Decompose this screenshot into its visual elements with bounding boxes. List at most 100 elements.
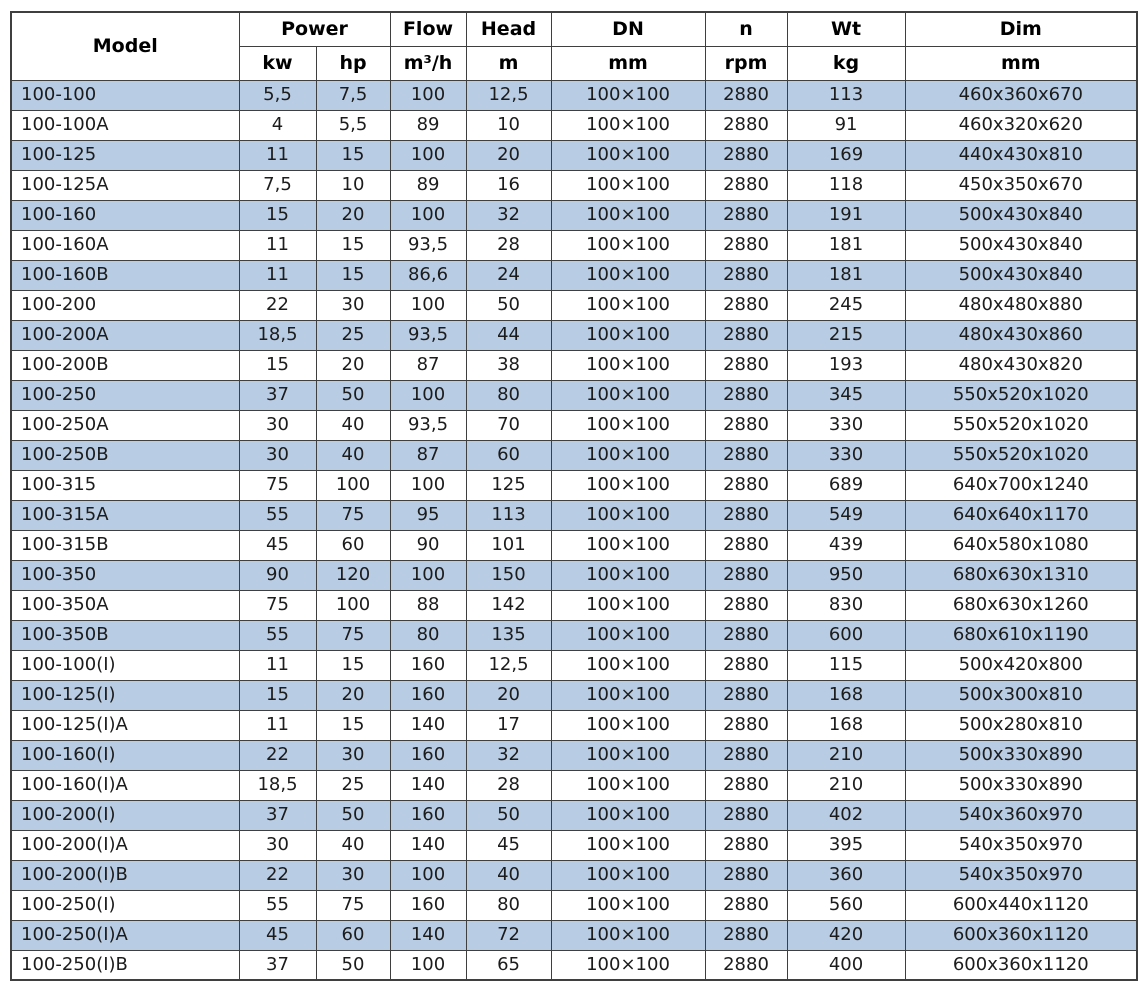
model-cell: 100-350A — [10, 589, 240, 621]
value-cell: 2880 — [704, 799, 788, 831]
spec-row: 100-250 37 50 100 80 100×100 2880 345 550x520x10… — [10, 379, 1138, 411]
value-cell: 600x360x1120 — [904, 919, 1138, 951]
value-cell: 680x630x1260 — [904, 589, 1138, 621]
spec-table-header: Model Power Flow Head DN n Wt Dim kw hp … — [10, 11, 1138, 81]
model-cell: 100-350 — [10, 559, 240, 591]
value-cell: 70 — [465, 409, 552, 441]
value-cell: 5,5 — [315, 109, 391, 141]
value-cell: 30 — [238, 439, 317, 471]
value-cell: 11 — [238, 709, 317, 741]
value-cell: 89 — [389, 109, 467, 141]
value-cell: 2880 — [704, 589, 788, 621]
value-cell: 25 — [315, 319, 391, 351]
value-cell: 93,5 — [389, 229, 467, 261]
value-cell: 2880 — [704, 769, 788, 801]
value-cell: 100×100 — [550, 559, 706, 591]
col-header-dn: DN — [550, 11, 706, 47]
value-cell: 50 — [465, 799, 552, 831]
value-cell: 160 — [389, 799, 467, 831]
value-cell: 7,5 — [315, 79, 391, 111]
col-header-power-hp: hp — [315, 45, 391, 81]
value-cell: 500x330x890 — [904, 739, 1138, 771]
value-cell: 32 — [465, 739, 552, 771]
spec-row: 100-100A 4 5,5 89 10 100×100 2880 91 460x320x620 — [10, 109, 1138, 141]
value-cell: 500x430x840 — [904, 229, 1138, 261]
value-cell: 75 — [315, 499, 391, 531]
spec-row: 100-160(I)A 18,5 25 140 28 100×100 2880 210 500x… — [10, 769, 1138, 801]
value-cell: 100 — [389, 139, 467, 171]
value-cell: 28 — [465, 229, 552, 261]
value-cell: 160 — [389, 889, 467, 921]
value-cell: 100×100 — [550, 799, 706, 831]
value-cell: 100×100 — [550, 589, 706, 621]
value-cell: 100 — [315, 589, 391, 621]
value-cell: 100×100 — [550, 619, 706, 651]
value-cell: 20 — [315, 349, 391, 381]
value-cell: 60 — [315, 529, 391, 561]
value-cell: 50 — [315, 799, 391, 831]
value-cell: 330 — [786, 439, 906, 471]
value-cell: 7,5 — [238, 169, 317, 201]
value-cell: 100 — [389, 469, 467, 501]
value-cell: 2880 — [704, 649, 788, 681]
value-cell: 20 — [315, 679, 391, 711]
value-cell: 600x360x1120 — [904, 949, 1138, 981]
model-cell: 100-160A — [10, 229, 240, 261]
value-cell: 40 — [315, 439, 391, 471]
value-cell: 5,5 — [238, 79, 317, 111]
spec-row: 100-160(I) 22 30 160 32 100×100 2880 210 500x330… — [10, 739, 1138, 771]
value-cell: 100×100 — [550, 679, 706, 711]
value-cell: 160 — [389, 739, 467, 771]
value-cell: 15 — [238, 679, 317, 711]
value-cell: 65 — [465, 949, 552, 981]
value-cell: 60 — [465, 439, 552, 471]
value-cell: 540x360x970 — [904, 799, 1138, 831]
value-cell: 30 — [238, 829, 317, 861]
model-cell: 100-200(I)B — [10, 859, 240, 891]
value-cell: 20 — [315, 199, 391, 231]
value-cell: 100×100 — [550, 919, 706, 951]
value-cell: 93,5 — [389, 319, 467, 351]
value-cell: 100×100 — [550, 859, 706, 891]
value-cell: 480x430x860 — [904, 319, 1138, 351]
spec-row: 100-200(I)A 30 40 140 45 100×100 2880 395 540x35… — [10, 829, 1138, 861]
value-cell: 2880 — [704, 289, 788, 321]
value-cell: 16 — [465, 169, 552, 201]
spec-row: 100-200(I)B 22 30 100 40 100×100 2880 360 540x35… — [10, 859, 1138, 891]
spec-row: 100-125(I)A 11 15 140 17 100×100 2880 168 500x28… — [10, 709, 1138, 741]
value-cell: 2880 — [704, 919, 788, 951]
value-cell: 2880 — [704, 829, 788, 861]
value-cell: 500x300x810 — [904, 679, 1138, 711]
value-cell: 40 — [315, 829, 391, 861]
model-cell: 100-200(I) — [10, 799, 240, 831]
value-cell: 100 — [389, 79, 467, 111]
value-cell: 11 — [238, 229, 317, 261]
value-cell: 100×100 — [550, 199, 706, 231]
value-cell: 181 — [786, 259, 906, 291]
value-cell: 500x280x810 — [904, 709, 1138, 741]
model-cell: 100-125A — [10, 169, 240, 201]
value-cell: 12,5 — [465, 79, 552, 111]
model-cell: 100-100(I) — [10, 649, 240, 681]
value-cell: 100×100 — [550, 439, 706, 471]
value-cell: 11 — [238, 139, 317, 171]
value-cell: 450x350x670 — [904, 169, 1138, 201]
model-cell: 100-250(I) — [10, 889, 240, 921]
header-row-labels: Model Power Flow Head DN n Wt Dim — [10, 11, 1138, 81]
value-cell: 15 — [315, 259, 391, 291]
value-cell: 25 — [315, 769, 391, 801]
value-cell: 100×100 — [550, 769, 706, 801]
col-header-n: n — [704, 11, 788, 47]
spec-row: 100-350B 55 75 80 135 100×100 2880 600 680x610x1… — [10, 619, 1138, 651]
value-cell: 395 — [786, 829, 906, 861]
value-cell: 2880 — [704, 79, 788, 111]
spec-row: 100-250A 30 40 93,5 70 100×100 2880 330 550x520x… — [10, 409, 1138, 441]
value-cell: 100 — [389, 559, 467, 591]
value-cell: 80 — [389, 619, 467, 651]
model-cell: 100-250 — [10, 379, 240, 411]
value-cell: 480x480x880 — [904, 289, 1138, 321]
spec-row: 100-250B 30 40 87 60 100×100 2880 330 550x520x10… — [10, 439, 1138, 471]
value-cell: 45 — [238, 919, 317, 951]
value-cell: 90 — [238, 559, 317, 591]
